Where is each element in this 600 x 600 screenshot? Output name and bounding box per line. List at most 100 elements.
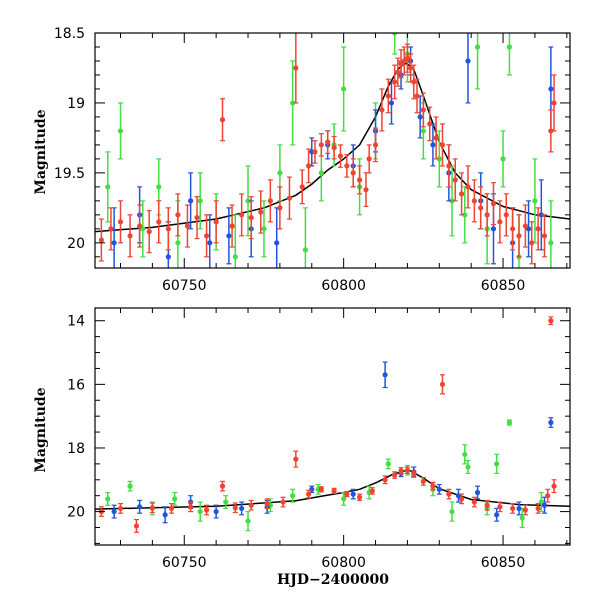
data-point — [459, 191, 465, 197]
data-point — [168, 505, 175, 512]
data-point — [465, 58, 471, 64]
data-point — [137, 504, 143, 510]
data-point — [286, 195, 293, 201]
data-point — [305, 491, 312, 497]
data-point — [369, 488, 375, 494]
data-point — [395, 69, 401, 75]
data-point — [133, 523, 140, 529]
data-point — [188, 504, 194, 510]
data-point — [290, 100, 296, 106]
data-point — [404, 467, 411, 473]
data-point — [194, 215, 200, 221]
data-point — [137, 223, 143, 229]
red-series — [98, 316, 557, 533]
data-point — [127, 233, 133, 239]
data-point — [172, 496, 178, 502]
data-point — [162, 512, 168, 518]
y-tick-label: 18.5 — [54, 26, 85, 42]
data-point — [341, 86, 347, 92]
data-point — [430, 142, 436, 148]
data-point — [449, 508, 455, 515]
data-point — [522, 223, 528, 229]
y-tick-label: 20 — [67, 505, 85, 521]
data-point — [111, 508, 117, 515]
data-point — [117, 505, 124, 512]
data-point — [411, 471, 417, 477]
data-point — [541, 233, 548, 239]
data-point — [392, 79, 398, 85]
data-point — [516, 233, 522, 239]
x-axis-title: HJD−2400000 — [277, 572, 389, 588]
data-point — [382, 477, 388, 483]
data-point — [325, 139, 331, 145]
data-point — [379, 107, 385, 113]
data-point — [219, 483, 226, 489]
data-point — [261, 226, 267, 232]
data-point — [506, 44, 513, 50]
data-point — [417, 114, 423, 120]
x-tick-label: 60850 — [481, 555, 526, 571]
data-point — [239, 505, 245, 512]
data-point — [500, 156, 506, 162]
data-point — [239, 212, 245, 218]
data-point — [350, 491, 356, 497]
plot-frame — [94, 307, 571, 546]
data-point — [545, 493, 551, 499]
data-point — [459, 496, 465, 502]
x-tick-label: 60800 — [321, 555, 366, 571]
data-point — [420, 128, 426, 134]
data-point — [258, 209, 264, 215]
data-point — [462, 212, 468, 218]
x-tick-label: 60850 — [481, 278, 526, 294]
data-point — [404, 55, 411, 61]
data-point — [490, 201, 497, 207]
data-point — [494, 461, 500, 467]
data-point — [175, 240, 181, 246]
data-point — [344, 163, 350, 169]
data-point — [277, 170, 283, 176]
data-point — [302, 247, 309, 253]
data-point — [175, 212, 181, 218]
blue-series — [111, 361, 554, 524]
data-point — [219, 117, 226, 123]
data-point — [548, 128, 554, 134]
data-point — [207, 240, 213, 246]
data-point — [363, 187, 369, 193]
data-point — [232, 254, 238, 260]
data-point — [385, 461, 391, 467]
top-panel: 60750 60800 60850 18.5 19 19.5 20 — [54, 26, 571, 294]
data-point — [510, 505, 516, 512]
data-point — [127, 483, 133, 489]
data-point — [465, 464, 471, 470]
data-point — [318, 142, 324, 148]
data-point — [548, 419, 554, 426]
data-point — [197, 198, 203, 204]
bottom-panel: 60750 60800 60850 14 16 18 20 — [67, 307, 571, 571]
data-point — [490, 226, 497, 232]
data-point — [532, 198, 538, 204]
data-point — [548, 86, 554, 92]
data-point — [299, 184, 305, 190]
data-point — [484, 212, 490, 218]
data-point — [105, 184, 111, 190]
plot-frame — [94, 32, 571, 269]
data-point — [293, 456, 299, 462]
data-point — [197, 508, 203, 515]
data-point — [551, 100, 557, 106]
data-point — [165, 226, 171, 232]
data-point — [293, 65, 299, 71]
data-point — [408, 65, 414, 71]
y-tick-label: 16 — [67, 377, 85, 393]
data-point — [248, 215, 254, 221]
data-point — [356, 494, 363, 500]
data-point — [433, 135, 439, 141]
green-series — [105, 419, 544, 532]
data-point — [111, 240, 117, 246]
data-point — [156, 184, 162, 190]
data-point — [232, 505, 238, 511]
data-point — [146, 229, 152, 235]
data-point — [506, 419, 513, 426]
green-series — [105, 33, 554, 268]
data-point — [503, 212, 509, 218]
